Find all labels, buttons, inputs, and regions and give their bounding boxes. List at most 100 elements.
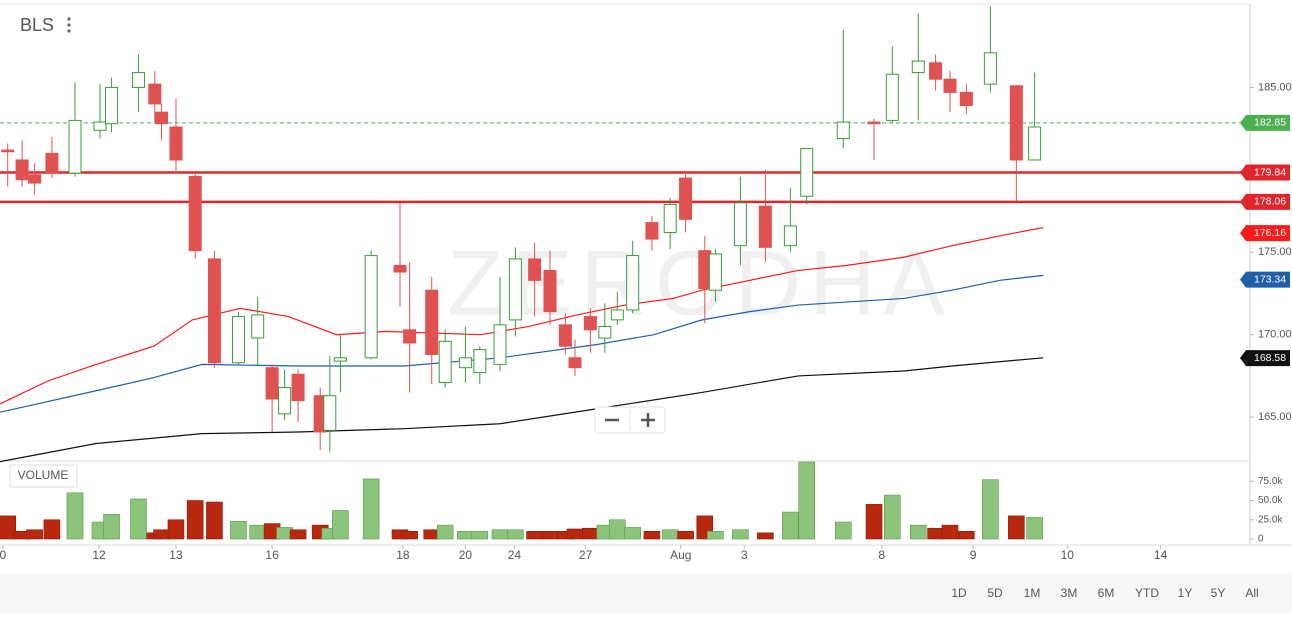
price-tag-label: 178.06 [1254,196,1286,208]
range-button[interactable]: 5D [987,586,1003,600]
menu-icon[interactable] [67,17,71,33]
candle-body [783,225,797,247]
candle-body [598,325,612,339]
volume-bar [1026,517,1043,540]
volume-bar [609,519,626,540]
y-tick-label: 165.00 [1258,411,1292,423]
candle-body [610,309,624,321]
candle-body [836,121,850,140]
volume-bar [230,520,247,540]
x-tick-label: 27 [579,548,593,562]
volume-bar [457,530,474,540]
candle-body [758,205,772,248]
volume-bar [471,530,489,540]
volume-label-box [9,464,78,488]
y-tick-label: 170.00 [1258,329,1292,341]
volume-bar [186,500,204,540]
zoom-in[interactable] [641,413,655,427]
moving-average [0,226,1044,405]
candle-body [493,324,507,365]
x-tick-label: 3 [741,548,748,562]
candle-body [943,78,957,93]
candle-body [867,121,881,125]
x-tick-label: 13 [169,548,183,562]
candle-body [265,367,279,400]
volume-bar [401,530,418,540]
volume-bar [707,530,724,540]
range-button[interactable]: YTD [1135,586,1159,600]
candle-body [105,86,119,125]
candle-body [733,202,747,247]
candle-body [626,255,640,311]
candle-body [929,62,943,80]
zoom-controls [594,406,666,434]
price-tag-label: 176.16 [1254,227,1286,239]
volume-bar [541,530,559,540]
price-tag [1240,114,1290,131]
candle-body [885,73,899,121]
volume-bar [103,514,120,540]
range-button[interactable]: All [1245,586,1258,600]
volume-bar [491,529,509,540]
range-bar [0,573,1292,613]
candle-body [15,159,29,181]
moving-average [0,274,1044,413]
volume-bar [582,527,599,540]
candle-body [231,316,245,364]
price-tag-label: 168.58 [1254,352,1286,364]
volume-bar [941,524,959,540]
x-tick-label: 0 [0,548,7,562]
volume-bar [1008,515,1025,540]
x-tick-label: 18 [396,548,410,562]
candle-body [155,111,169,125]
candle-body [508,258,522,321]
volume-tick-label: 25.0k [1258,514,1283,525]
volume-bar [884,494,901,540]
range-button[interactable]: 3M [1061,586,1078,600]
volume-title: VOLUME [18,468,69,482]
volume-bar [130,498,147,540]
candle-body [403,329,417,344]
price-tag [1240,350,1290,367]
range-button[interactable]: 1D [951,586,967,600]
volume-bar [798,461,816,540]
volume-tick-label: 75.0k [1258,476,1283,487]
x-tick-label: 16 [265,548,279,562]
volume-bar [153,529,170,540]
volume-bar [643,530,661,540]
range-button[interactable]: 6M [1098,586,1115,600]
candle-body [708,253,722,291]
x-tick-label: 9 [970,548,977,562]
candle-body [93,121,107,131]
moving-average [0,357,1044,463]
candle-body [333,357,347,362]
price-tag [1240,193,1290,210]
range-button[interactable]: 1Y [1178,586,1193,600]
volume-bar [332,510,349,540]
candle-body [278,386,292,415]
candle-body [911,60,925,74]
volume-bar [507,529,524,540]
volume-bar [677,530,694,540]
candle-body [663,203,677,234]
volume-tick-label: 0 [1258,534,1264,545]
watermark: ZERODHA [447,232,953,334]
range-button[interactable]: 5Y [1211,586,1226,600]
x-tick-label: 24 [508,548,522,562]
candle-body [323,395,337,431]
x-tick-label: Aug [670,548,691,562]
candle-body [473,349,487,374]
volume-bar [249,524,266,540]
candle-body [1,149,15,153]
y-tick-label: 175.00 [1258,246,1292,258]
candle-body [1028,126,1042,161]
candle-body [188,175,202,252]
volume-bar [958,530,975,540]
x-tick-label: 20 [459,548,473,562]
candle-body [364,255,378,359]
candle-body [568,357,582,369]
candle-body [45,152,59,174]
candle-body [425,289,439,355]
range-button[interactable]: 1M [1024,586,1041,600]
